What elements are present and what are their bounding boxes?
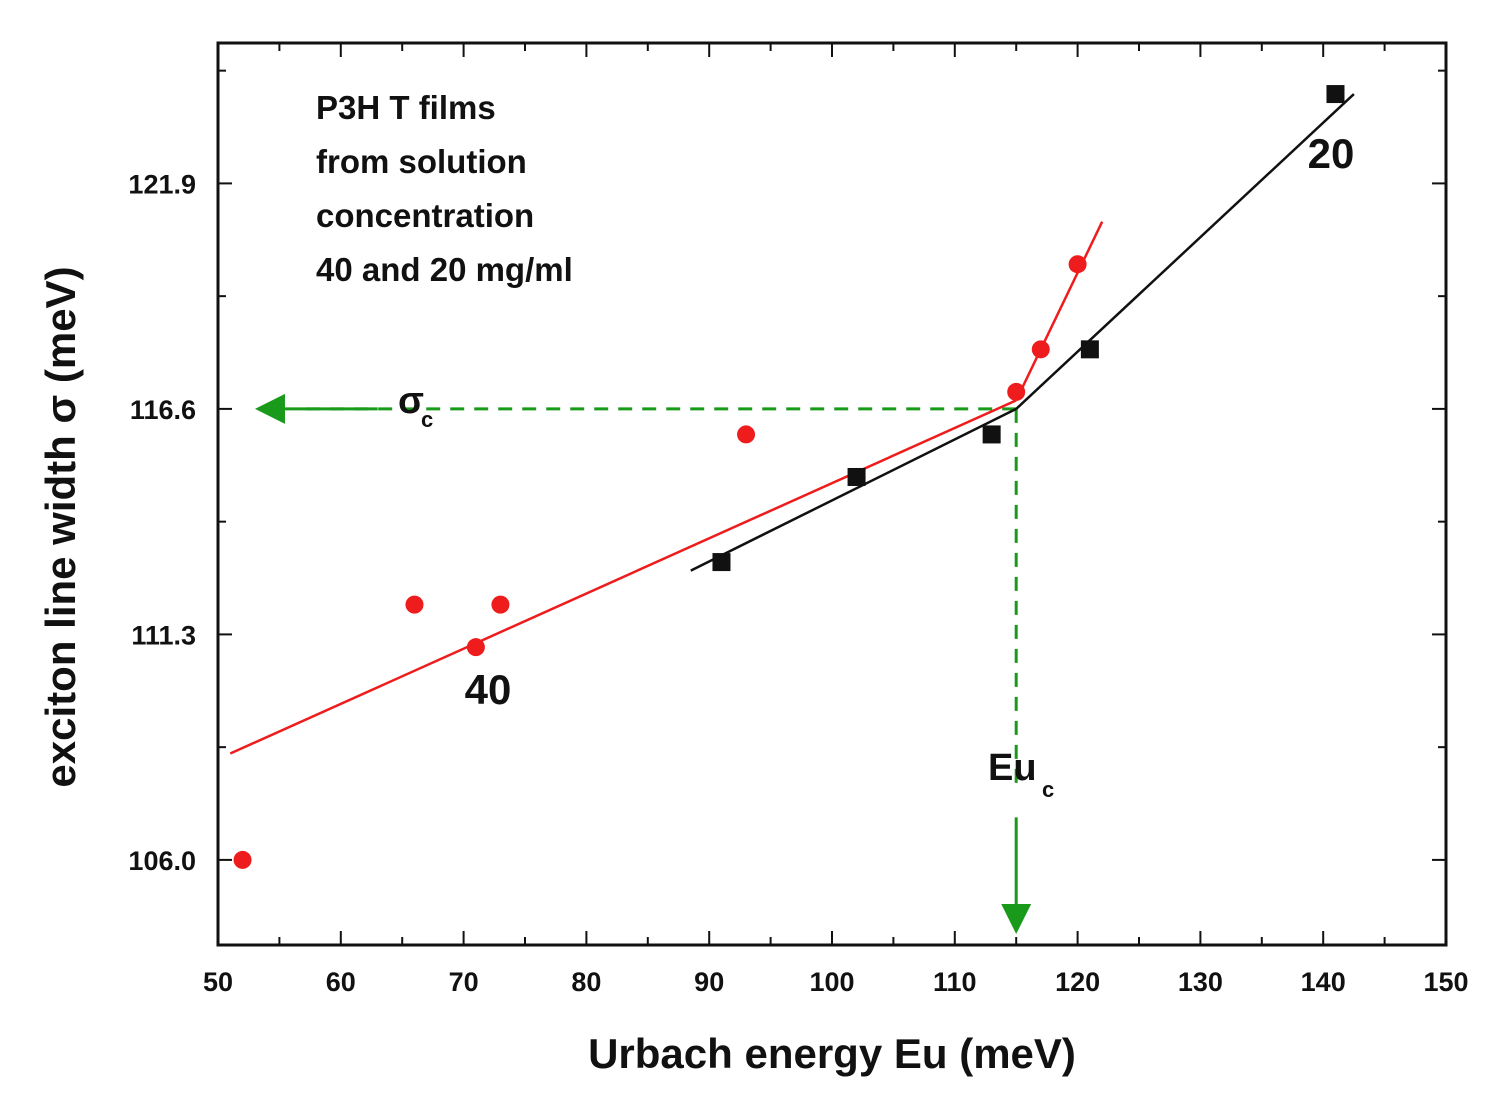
x-tick-label: 100 [809, 967, 854, 997]
x-tick-label: 150 [1423, 967, 1468, 997]
point-40 [1031, 340, 1050, 359]
point-20 [982, 425, 1001, 444]
point-40 [1068, 255, 1087, 274]
data-points [233, 85, 1345, 869]
series-label-40: 40 [465, 666, 512, 713]
annotation: P3H T films from solution concentration … [316, 89, 573, 288]
x-tick-label: 120 [1055, 967, 1100, 997]
point-20 [1326, 85, 1345, 104]
x-tick-label: 50 [203, 967, 233, 997]
fit-line-40-1 [229, 399, 1017, 755]
point-40 [1007, 382, 1026, 401]
eu-c-label: Eu c [988, 747, 1054, 802]
annotation-line-2: from solution [316, 143, 527, 180]
point-20 [847, 467, 866, 486]
x-axis-ticks [217, 43, 1447, 945]
annotation-line-3: concentration [316, 197, 534, 234]
point-40 [466, 638, 485, 657]
point-20 [1080, 340, 1099, 359]
y-tick-label: 111.3 [131, 620, 196, 650]
x-tick-label: 70 [449, 967, 479, 997]
eu-c-symbol: Eu [988, 747, 1037, 789]
x-tick-label: 140 [1301, 967, 1346, 997]
y-axis-title: exciton line width σ (meV) [37, 266, 84, 787]
x-tick-label: 130 [1178, 967, 1223, 997]
annotation-line-1: P3H T films [316, 89, 496, 126]
fit-line-20-2 [1015, 93, 1355, 410]
point-40 [737, 425, 756, 444]
x-tick-label: 110 [933, 967, 977, 997]
x-axis-title: Urbach energy Eu (meV) [588, 1030, 1076, 1077]
sigma-c-label: σ c [398, 380, 433, 432]
critical-point-guides [254, 393, 1032, 934]
point-40 [405, 595, 424, 614]
y-axis-ticks [218, 69, 1446, 861]
y-axis-tick-labels: 106.0 111.3 116.6 121.9 [128, 169, 196, 876]
fit-line-20-1 [690, 407, 1017, 572]
x-tick-label: 80 [571, 967, 601, 997]
sigma-c-symbol: σ [398, 380, 424, 422]
point-20 [712, 553, 731, 572]
point-40 [233, 850, 252, 869]
y-tick-label: 116.6 [130, 395, 196, 425]
x-tick-label: 90 [694, 967, 724, 997]
fit-lines [229, 93, 1355, 755]
sigma-c-subscript: c [421, 407, 433, 432]
fit-line-40-2 [1015, 221, 1104, 401]
eu-c-subscript: c [1042, 777, 1054, 802]
point-40 [491, 595, 510, 614]
y-tick-label: 121.9 [128, 169, 196, 199]
annotation-line-4: 40 and 20 mg/ml [316, 251, 573, 288]
series-label-20: 20 [1308, 130, 1355, 177]
x-axis-tick-labels: 50 60 70 80 90 100 110 120 130 140 150 [203, 967, 1469, 997]
y-tick-label: 106.0 [128, 846, 196, 876]
x-tick-label: 60 [326, 967, 356, 997]
